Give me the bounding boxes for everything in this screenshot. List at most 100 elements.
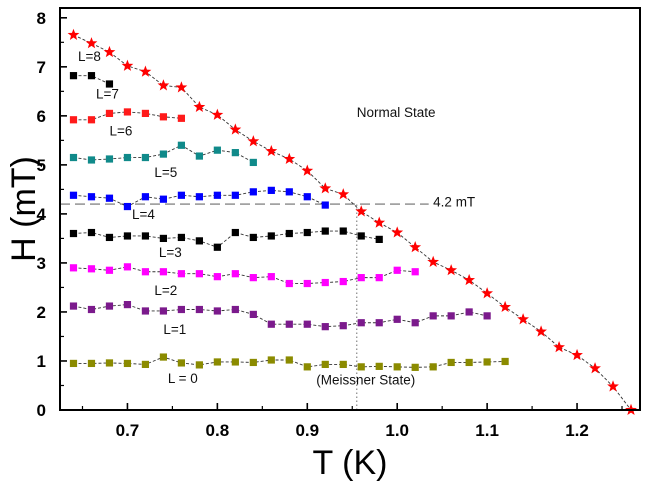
data-point: [249, 310, 257, 319]
data-point: [177, 191, 185, 199]
data-point: [87, 228, 96, 237]
data-point: [375, 362, 383, 370]
data-point: [195, 361, 203, 369]
data-point: [285, 320, 293, 328]
data-point: [303, 363, 311, 371]
data-point: [69, 72, 78, 80]
data-point: [339, 322, 347, 330]
data-point: [249, 233, 257, 242]
data-point: [105, 233, 114, 242]
data-point: [339, 227, 347, 235]
data-point: [303, 193, 311, 201]
data-point-star: [319, 182, 332, 194]
data-point-star: [337, 188, 350, 200]
data-point: [285, 356, 293, 364]
data-point: [429, 312, 437, 320]
data-point: [411, 319, 419, 327]
data-point-star: [157, 79, 170, 91]
reference-lines: [60, 203, 429, 410]
data-point-star: [211, 108, 224, 120]
data-point: [177, 114, 185, 122]
data-point: [195, 193, 203, 201]
series-critical-field: [67, 28, 637, 416]
data-point: [483, 358, 491, 366]
data-point-star: [247, 135, 260, 147]
level-label-l-5: L=5: [154, 165, 177, 180]
data-point: [123, 263, 132, 271]
y-tick-label: 8: [37, 9, 46, 28]
level-label-l-6: L=6: [109, 123, 132, 138]
data-point: [159, 195, 168, 203]
y-tick-label: 4: [37, 205, 47, 224]
y-tick-label: 5: [37, 156, 46, 175]
data-point: [375, 274, 383, 282]
data-point: [195, 270, 203, 278]
data-point: [195, 305, 203, 314]
data-point: [339, 360, 347, 369]
data-point: [267, 186, 275, 194]
data-point: [141, 153, 150, 162]
data-point: [249, 358, 257, 367]
data-point: [231, 270, 239, 278]
series-l-6: [69, 108, 185, 124]
data-point: [321, 201, 329, 209]
data-point: [231, 149, 239, 157]
data-point: [465, 308, 473, 316]
data-point-star: [535, 325, 547, 337]
data-series: [67, 28, 637, 416]
data-point: [249, 188, 257, 196]
data-point: [195, 152, 203, 160]
data-point: [357, 232, 365, 240]
data-point-star: [373, 216, 386, 228]
data-point: [141, 360, 150, 369]
data-point-star: [499, 300, 512, 313]
data-point: [285, 188, 293, 196]
data-point: [123, 153, 132, 162]
data-point: [123, 232, 132, 240]
data-point: [159, 234, 168, 243]
data-point: [69, 153, 78, 162]
data-point: [195, 237, 203, 245]
data-point: [177, 270, 185, 278]
data-point: [267, 320, 275, 328]
data-point: [429, 363, 437, 371]
plot-frame: [59, 7, 641, 411]
data-point: [393, 363, 401, 371]
data-point: [105, 302, 114, 310]
level-label-l-3: L=3: [159, 245, 182, 260]
data-point: [87, 72, 96, 80]
x-tick-label: 0.7: [116, 421, 140, 440]
data-point: [177, 141, 185, 149]
data-point-star: [571, 348, 583, 361]
data-point-star: [553, 341, 565, 353]
data-point-star: [193, 100, 206, 113]
data-point: [105, 359, 114, 367]
data-point: [321, 323, 329, 331]
level-label-l-4: L=4: [132, 207, 155, 222]
data-point: [87, 193, 96, 201]
level-label-l-0: L = 0: [168, 371, 198, 386]
data-point: [321, 227, 329, 235]
y-tick-label: 1: [37, 352, 46, 371]
data-point: [159, 268, 168, 276]
data-point: [159, 307, 168, 315]
data-point: [375, 319, 383, 327]
series-line-critical-field: [73, 34, 632, 411]
data-point-star: [265, 144, 278, 157]
data-point: [213, 191, 221, 199]
data-point: [159, 353, 168, 361]
data-point: [357, 274, 365, 282]
annotation-4-2-mt: 4.2 mT: [433, 195, 475, 210]
data-point: [357, 319, 365, 327]
data-point-star: [121, 59, 134, 71]
data-point: [69, 191, 78, 199]
data-point: [69, 264, 78, 272]
level-label-l-1: L=1: [163, 322, 186, 337]
series-l-4: [69, 186, 329, 211]
data-point: [141, 232, 150, 240]
series-line-l-3: [73, 230, 380, 248]
x-tick-label: 0.8: [206, 421, 230, 440]
data-point: [141, 268, 150, 276]
data-point: [69, 302, 78, 310]
